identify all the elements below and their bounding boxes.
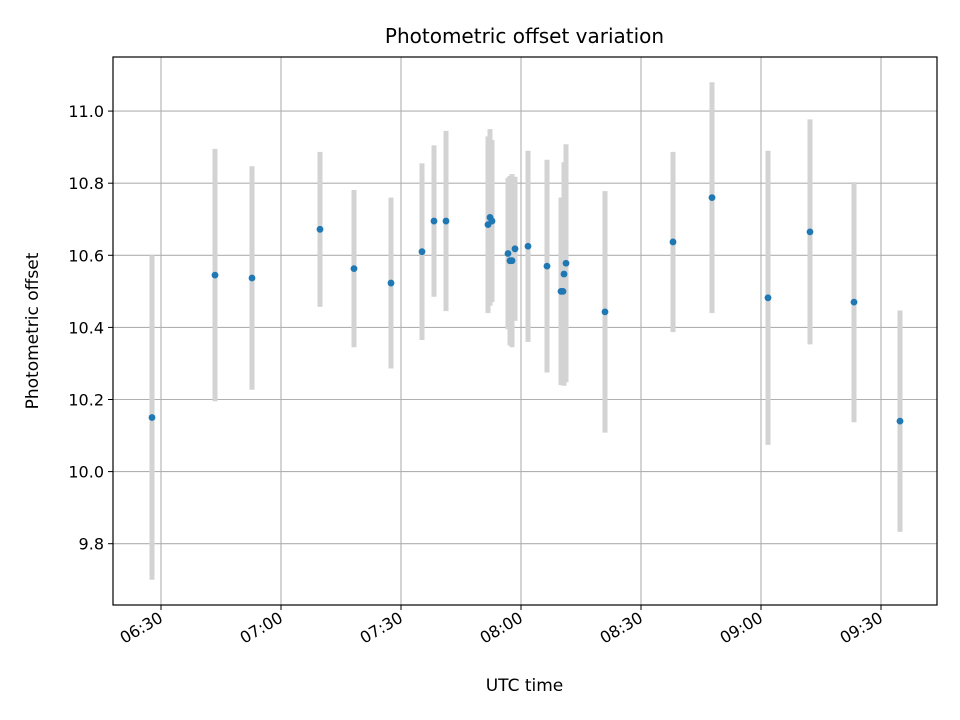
data-point — [669, 238, 677, 246]
y-tick-label: 9.8 — [79, 535, 104, 554]
y-axis-ticks: 9.8 10.0 10.2 10.4 10.6 10.8 11.0 — [68, 102, 113, 554]
y-tick-label: 10.6 — [68, 246, 104, 265]
data-point — [387, 279, 395, 287]
data-points — [148, 194, 904, 425]
y-tick-label: 10.8 — [68, 174, 104, 193]
data-point — [430, 217, 438, 225]
data-point — [316, 225, 324, 233]
data-point — [488, 217, 496, 225]
data-point — [418, 248, 426, 256]
data-point — [559, 287, 567, 295]
data-point — [708, 194, 716, 202]
data-point — [850, 298, 858, 306]
data-point — [442, 217, 450, 225]
y-tick-label: 10.4 — [68, 318, 104, 337]
data-point — [764, 294, 772, 302]
data-point — [560, 270, 568, 278]
y-tick-label: 10.0 — [68, 463, 104, 482]
data-point — [211, 271, 219, 279]
data-point — [350, 265, 358, 273]
y-tick-label: 10.2 — [68, 391, 104, 410]
y-axis-title: Photometric offset — [23, 252, 43, 409]
plot-frame — [112, 56, 938, 606]
data-point — [896, 417, 904, 425]
chart-title: Photometric offset variation — [385, 24, 664, 48]
data-point — [806, 228, 814, 236]
y-tick-label: 11.0 — [68, 102, 104, 121]
data-point — [562, 259, 570, 267]
data-point — [543, 262, 551, 270]
x-axis-title: UTC time — [486, 676, 564, 696]
data-point — [508, 257, 516, 265]
data-point — [601, 308, 609, 316]
data-point — [504, 250, 512, 257]
data-point — [524, 242, 532, 250]
data-point — [148, 414, 156, 421]
data-point — [248, 274, 256, 282]
data-point — [511, 245, 519, 253]
